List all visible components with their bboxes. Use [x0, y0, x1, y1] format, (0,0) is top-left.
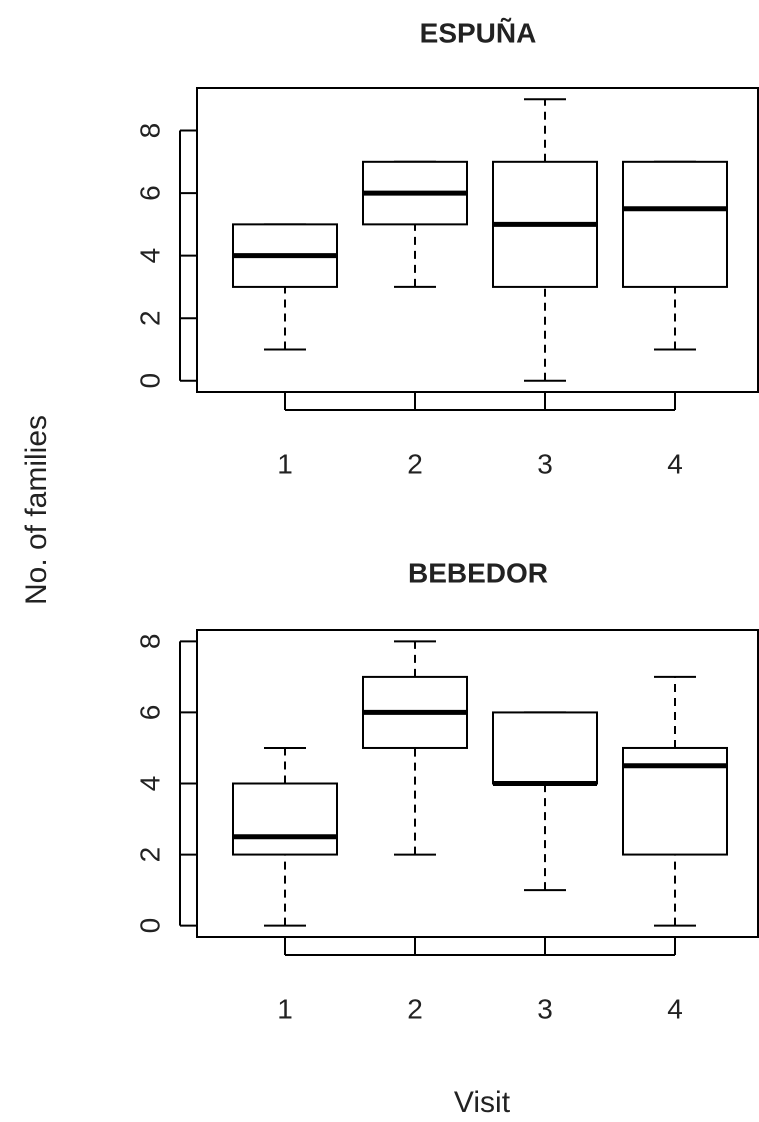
x-tick-label: 1	[277, 993, 293, 1024]
y-tick-label: 6	[134, 705, 165, 721]
y-tick-label: 0	[134, 918, 165, 934]
y-tick-label: 6	[134, 185, 165, 201]
x-tick-label: 4	[667, 993, 683, 1024]
chart-title: BEBEDOR	[408, 557, 548, 588]
box	[232, 782, 338, 856]
x-axis-label: Visit	[454, 1086, 511, 1119]
x-tick-label: 4	[667, 448, 683, 479]
chart-title: ESPUÑA	[420, 17, 537, 48]
x-tick-label: 2	[407, 448, 423, 479]
x-tick-label: 1	[277, 448, 293, 479]
x-tick-label: 3	[537, 993, 553, 1024]
plot-frame	[196, 87, 759, 393]
y-tick-label: 2	[134, 847, 165, 863]
y-tick-label: 0	[134, 373, 165, 389]
box	[622, 160, 728, 288]
y-tick-label: 8	[134, 123, 165, 139]
box	[492, 711, 598, 785]
y-axis-label: No. of families	[20, 415, 53, 605]
x-tick-label: 3	[537, 448, 553, 479]
y-tick-label: 4	[134, 776, 165, 792]
y-tick-label: 8	[134, 634, 165, 650]
x-tick-label: 2	[407, 993, 423, 1024]
y-tick-label: 4	[134, 248, 165, 264]
y-tick-label: 2	[134, 310, 165, 326]
